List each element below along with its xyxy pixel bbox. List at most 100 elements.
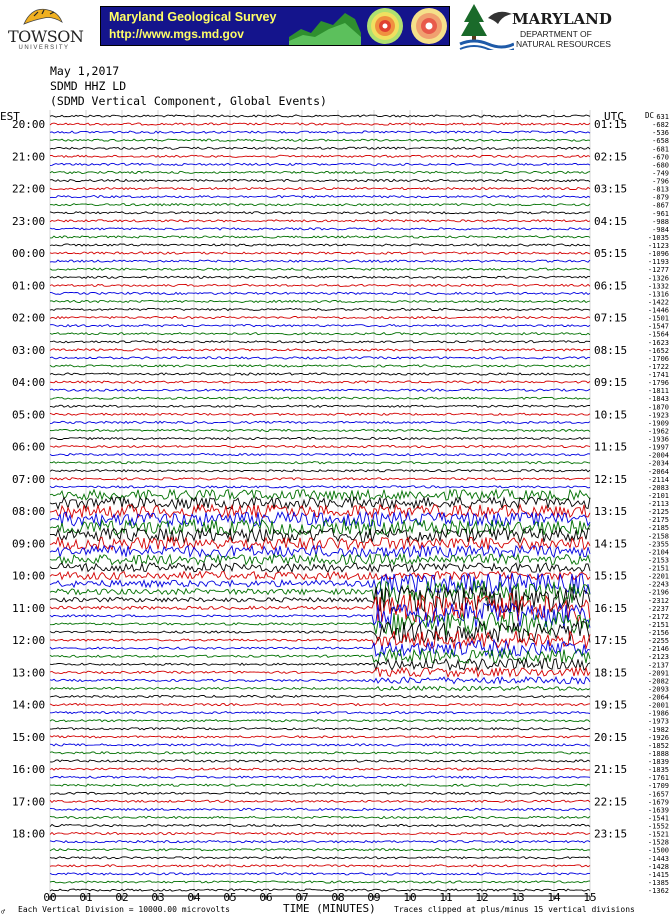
trace-23	[49, 299, 591, 304]
header: TOWSON UNIVERSITY Maryland Geological Su…	[0, 0, 670, 56]
trace-17	[49, 251, 591, 255]
trace-offset-label: -1761	[648, 774, 669, 782]
trace-53	[49, 535, 591, 552]
towson-name: TOWSON	[8, 27, 84, 46]
right-hour-label: 23:15	[594, 828, 627, 841]
trace-offset-label: -1362	[648, 887, 669, 895]
mgs-url[interactable]: http://www.mgs.md.gov	[109, 27, 244, 41]
trace-59	[49, 580, 591, 605]
right-hour-label: 12:15	[594, 473, 627, 486]
dnr-logo[interactable]: Maryland Department of Natural Resources	[458, 2, 664, 53]
trace-offset-label: -813	[652, 186, 669, 194]
mgs-banner[interactable]: Maryland Geological Survey http://www.mg…	[100, 6, 450, 46]
trace-64	[49, 620, 591, 644]
trace-33	[49, 380, 591, 384]
trace-offset-label: -2137	[648, 661, 669, 669]
trace-offset-label: -2113	[648, 500, 669, 508]
trace-50	[49, 510, 591, 528]
trace-61	[49, 593, 591, 624]
trace-offset-label: -1422	[648, 298, 669, 306]
left-hour-label: 07:00	[12, 473, 45, 486]
trace-2	[49, 130, 591, 134]
trace-offset-labels: 631-682-536-658-681-670-680-749-796-813-…	[648, 113, 669, 895]
trace-offset-label: -2158	[648, 532, 669, 540]
trace-68	[49, 657, 591, 672]
left-timezone-label: EST	[0, 110, 20, 123]
trace-15	[50, 235, 591, 239]
x-tick-label: 01	[79, 891, 92, 904]
trace-offset-label: -2146	[648, 645, 669, 653]
trace-offset-label: -1123	[648, 242, 669, 250]
trace-76	[49, 727, 591, 731]
right-hour-label: 10:15	[594, 408, 627, 421]
trace-41	[49, 444, 591, 449]
trace-offset-label: -1706	[648, 355, 669, 363]
trace-96	[49, 888, 591, 892]
trace-92	[49, 856, 591, 860]
trace-4	[49, 146, 591, 150]
trace-offset-label: -1332	[648, 282, 669, 290]
left-hour-label: 13:00	[12, 666, 45, 679]
left-hour-label: 01:00	[12, 279, 45, 292]
time-grid	[49, 110, 591, 896]
trace-73	[49, 702, 591, 707]
trace-offset-label: -1096	[648, 250, 669, 258]
right-hour-label: 16:15	[594, 602, 627, 615]
trace-offset-label: -1835	[648, 766, 669, 774]
x-tick-label: 04	[187, 891, 201, 904]
trace-66	[49, 638, 591, 658]
left-hour-label: 22:00	[12, 183, 45, 196]
trace-12	[49, 211, 591, 215]
trace-offset-label: -1528	[648, 839, 669, 847]
x-tick-label: 08	[331, 891, 344, 904]
trace-77	[49, 735, 591, 739]
trace-63	[50, 611, 591, 637]
trace-28	[49, 340, 591, 344]
trace-offset-label: -682	[652, 121, 669, 129]
x-tick-label: 00	[43, 891, 56, 904]
trace-70	[49, 675, 591, 685]
left-hour-label: 12:00	[12, 634, 45, 647]
trace-offset-label: -1722	[648, 363, 669, 371]
clipping-note: Traces clipped at plus/minus 15 vertical…	[394, 905, 635, 914]
x-tick-label: 10	[403, 891, 416, 904]
vertical-division-note: Each Vertical Division = 10000.00 microv…	[18, 905, 230, 914]
trace-offset-label: -2185	[648, 524, 669, 532]
station-code: SDMD HHZ LD	[50, 79, 127, 93]
trace-offset-label: -749	[652, 169, 669, 177]
x-tick-label: 11	[439, 891, 452, 904]
trace-1	[49, 122, 591, 126]
seismic-traces	[49, 114, 591, 892]
trace-offset-label: -2001	[648, 702, 669, 710]
trace-offset-label: -1639	[648, 806, 669, 814]
trace-offset-label: -1839	[648, 758, 669, 766]
trace-67	[49, 647, 591, 664]
left-hour-label: 05:00	[12, 408, 45, 421]
trace-86	[49, 807, 591, 812]
mgs-title: Maryland Geological Survey	[109, 10, 277, 24]
trace-offset-label: -2101	[648, 492, 669, 500]
trace-85	[49, 799, 591, 804]
right-hour-axis: 01:15 02:15 03:15 04:15 05:15 06:15 07:15 08:15…	[594, 118, 627, 841]
trace-offset-label: -1843	[648, 395, 669, 403]
trace-3	[49, 138, 591, 142]
trace-13	[49, 219, 591, 223]
trace-offset-label: -1709	[648, 782, 669, 790]
trace-65	[49, 629, 591, 649]
trace-43	[49, 461, 591, 465]
right-hour-label: 15:15	[594, 570, 627, 583]
towson-logo[interactable]: TOWSON UNIVERSITY	[4, 2, 84, 54]
trace-offset-label: -867	[652, 202, 669, 210]
trace-offset-label: -2196	[648, 589, 669, 597]
trace-offset-label: -1552	[648, 823, 669, 831]
x-tick-label: 09	[367, 891, 380, 904]
trace-36	[49, 404, 591, 408]
trace-offset-label: -2004	[648, 452, 669, 460]
trace-9	[49, 186, 591, 191]
trace-51	[49, 517, 591, 536]
mgs-map-icon	[289, 7, 449, 45]
trace-offset-label: -1923	[648, 411, 669, 419]
trace-94	[49, 872, 591, 876]
trace-93	[49, 864, 591, 868]
left-hour-label: 16:00	[12, 763, 45, 776]
